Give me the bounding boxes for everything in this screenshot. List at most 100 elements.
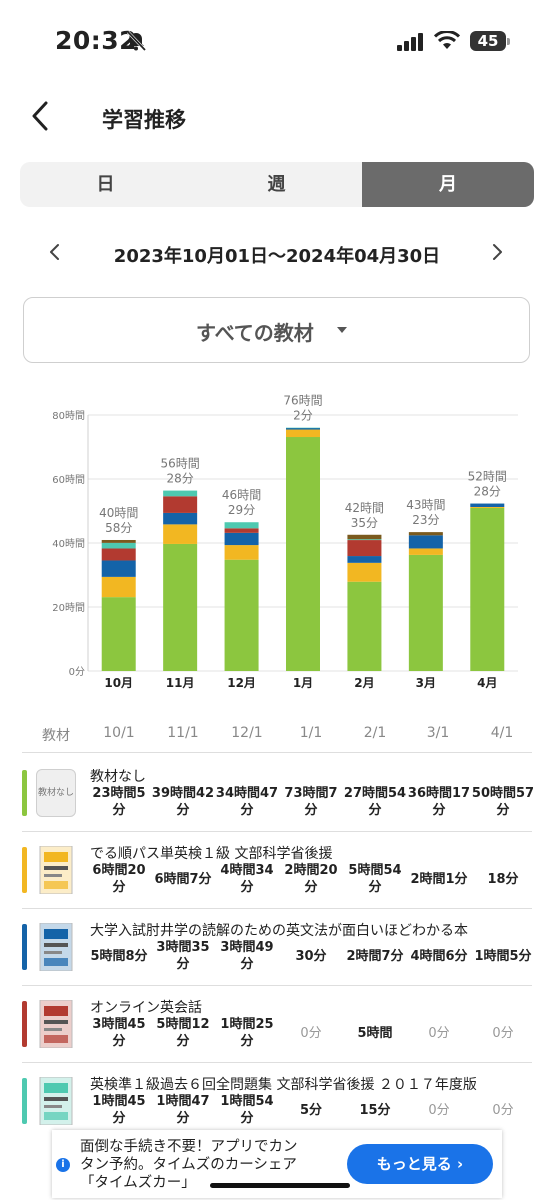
bar-segment[interactable]	[163, 496, 198, 513]
tab-day[interactable]: 日	[96, 174, 115, 195]
bar-segment[interactable]	[101, 576, 136, 598]
bar-segment[interactable]	[347, 562, 382, 582]
book-cover-image	[36, 845, 76, 895]
book-cover-image	[36, 999, 76, 1049]
material-name: 英検準１級過去６回全問題集 文部科学省後援 ２０１７年度版	[90, 1077, 477, 1093]
bar-segment[interactable]	[347, 581, 382, 671]
x-tick-label: 2月	[354, 676, 374, 690]
study-time-value: 5時間54 分	[348, 863, 402, 895]
status-time: 20:32	[55, 26, 138, 55]
bar-segment[interactable]	[101, 560, 136, 577]
bar-segment[interactable]	[163, 543, 198, 671]
back-chevron-icon[interactable]	[28, 100, 54, 132]
bar-segment[interactable]	[224, 545, 259, 560]
bar-segment[interactable]	[101, 548, 136, 561]
study-time-value: 1時間5分	[474, 949, 532, 964]
bar-segment[interactable]	[224, 522, 259, 529]
study-time-value: 2時間7分	[346, 949, 404, 964]
bar-segment[interactable]	[224, 528, 259, 533]
study-time-value: 1時間47 分	[156, 1094, 210, 1126]
x-tick-label: 11月	[166, 676, 195, 690]
bar-segment[interactable]	[163, 512, 198, 525]
material-row[interactable]: でる順パス単英検１級 文部科学省後援 6時間20 分 6時間7分 4時間34 分 2時間20…	[0, 832, 554, 908]
bar-segment[interactable]	[101, 597, 136, 671]
material-row[interactable]: オンライン英会話 3時間45 分 5時間12 分 1時間25 分 0分 5時間 0分 0分	[0, 986, 554, 1062]
study-time-value: 50時間57 分	[471, 786, 535, 818]
bar-segment[interactable]	[224, 532, 259, 546]
column-header: 3/1	[426, 725, 450, 741]
bar-segment[interactable]	[408, 548, 443, 555]
bar-segment[interactable]	[470, 507, 505, 508]
study-time-value: 1時間25 分	[220, 1017, 274, 1049]
wifi-icon	[434, 31, 460, 49]
bar-total-label: 58分	[105, 521, 132, 535]
bar-segment[interactable]	[347, 534, 382, 540]
tab-week[interactable]: 週	[267, 174, 286, 195]
color-indicator	[22, 1001, 27, 1047]
info-icon[interactable]: i	[56, 1158, 70, 1172]
bar-segment[interactable]	[286, 427, 320, 429]
bar-segment[interactable]	[470, 503, 505, 507]
bar-total-label: 52時間	[468, 470, 507, 484]
divider	[22, 1062, 532, 1063]
bar-segment[interactable]	[163, 524, 198, 544]
study-time-value: 34時間47 分	[215, 786, 279, 818]
color-indicator	[22, 924, 27, 970]
ad-cta-button[interactable]: もっと見る ›	[347, 1144, 493, 1184]
bar-segment[interactable]	[347, 539, 382, 541]
tab-month[interactable]: 月	[362, 162, 534, 207]
study-time-value: 3時間45 分	[92, 1017, 146, 1049]
home-indicator	[210, 1183, 350, 1188]
study-time-value: 0分	[492, 1026, 514, 1041]
study-time-value: 36時間17 分	[407, 786, 471, 818]
bar-segment[interactable]	[286, 429, 320, 438]
battery-indicator: 45	[470, 31, 506, 51]
bar-segment[interactable]	[163, 490, 198, 497]
bar-segment[interactable]	[347, 556, 382, 563]
bar-total-label: 43時間	[406, 498, 445, 512]
signal-icon	[397, 33, 423, 51]
bar-segment[interactable]	[224, 559, 259, 671]
bar-segment[interactable]	[347, 540, 382, 557]
bar-total-label: 23分	[412, 513, 439, 527]
bar-segment[interactable]	[286, 437, 320, 671]
study-time-value: 5時間8分	[90, 949, 148, 964]
material-row[interactable]: 教材なし 教材なし 23時間5 分 39時間42 分 34時間47 分 73時間7 分 27時間54…	[0, 755, 554, 831]
date-range-label: 2023年10月01日〜2024年04月30日	[113, 246, 441, 267]
material-name: 大学入試肘井学の読解のための英文法が面白いほどわかる本	[90, 923, 468, 939]
bar-segment[interactable]	[101, 542, 136, 549]
material-row[interactable]: 大学入試肘井学の読解のための英文法が面白いほどわかる本 5時間8分 3時間35 分 3時…	[0, 909, 554, 985]
study-time-value: 5分	[299, 1103, 323, 1118]
bar-segment[interactable]	[408, 535, 443, 549]
bar-segment[interactable]	[470, 507, 505, 671]
bar-segment[interactable]	[408, 532, 443, 536]
color-indicator	[22, 770, 27, 816]
study-time-value: 73時間7 分	[284, 786, 338, 818]
ad-banner[interactable]: i 面倒な手続き不要！アプリでカンタン予約。タイムズのカーシェア「タイムズカー」…	[52, 1130, 502, 1198]
next-period-icon[interactable]	[487, 240, 507, 264]
book-cover-image	[36, 1076, 76, 1126]
book-cover-image	[36, 922, 76, 972]
y-tick-label: 0分	[69, 666, 85, 678]
column-header: 2/1	[363, 725, 387, 741]
material-row[interactable]: 英検準１級過去６回全問題集 文部科学省後援 ２０１７年度版 1時間45 分 1時間47…	[0, 1063, 554, 1139]
x-tick-label: 3月	[416, 676, 436, 690]
column-header: 4/1	[490, 725, 514, 741]
bar-segment[interactable]	[408, 554, 443, 671]
study-time-value: 0分	[428, 1103, 450, 1118]
status-bar: 20:32 45	[0, 0, 554, 80]
material-filter-dropdown[interactable]: すべての教材	[23, 297, 530, 363]
bar-total-label: 42時間	[345, 501, 384, 515]
study-time-value: 6時間7分	[154, 872, 212, 887]
y-tick-label: 40時間	[52, 538, 85, 550]
bar-segment[interactable]	[101, 539, 136, 543]
previous-period-icon[interactable]	[45, 240, 65, 264]
divider	[22, 831, 532, 832]
bar-total-label: 76時間	[283, 394, 322, 408]
bar-segment[interactable]	[286, 427, 320, 430]
study-time-value: 3時間49 分	[220, 940, 274, 972]
study-time-value: 5時間12 分	[156, 1017, 210, 1049]
date-navigation: 2023年10月01日〜2024年04月30日	[0, 232, 554, 276]
x-tick-label: 12月	[227, 676, 256, 690]
divider	[22, 985, 532, 986]
